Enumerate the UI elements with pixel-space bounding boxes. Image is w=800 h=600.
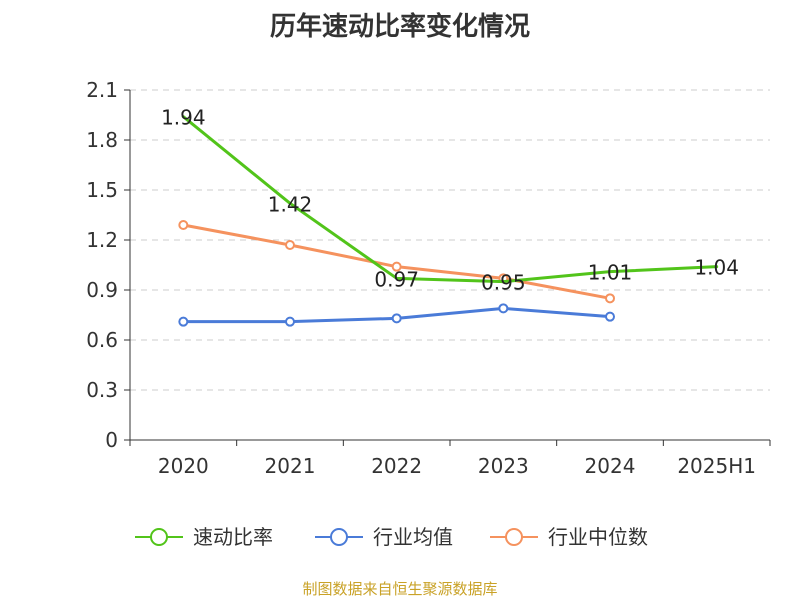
series-point	[605, 293, 615, 304]
x-tick-label: 2021	[265, 454, 316, 478]
series-point	[285, 240, 295, 250]
chart-title: 历年速动比率变化情况	[270, 11, 530, 42]
data-labels: 1.94 1.42 0.97 0.95 1.01 1.04	[161, 106, 739, 295]
y-tick-label: 1.5	[86, 178, 118, 202]
x-tick-label: 2024	[585, 454, 636, 478]
series-point	[178, 316, 189, 327]
data-label: 0.95	[481, 271, 526, 295]
grid	[130, 89, 770, 391]
data-label: 1.42	[268, 192, 313, 216]
data-label: 1.01	[588, 261, 633, 285]
series-point	[391, 261, 402, 272]
series-group	[178, 115, 719, 327]
y-tick-label: 0	[105, 428, 118, 452]
series-point	[391, 313, 402, 324]
x-tick-label: 2020	[158, 454, 209, 478]
x-tick-label: 2022	[371, 454, 422, 478]
y-tick-label: 0.3	[86, 378, 118, 402]
legend-item-label[interactable]: 行业均值	[373, 525, 453, 549]
y-tick-label: 2.1	[86, 78, 118, 102]
data-label: 1.94	[161, 106, 206, 130]
x-tick-label: 2023	[478, 454, 529, 478]
y-tick-label: 1.8	[86, 128, 118, 152]
data-label: 0.97	[374, 267, 419, 291]
series-line-0	[181, 115, 719, 284]
legend-marker	[330, 528, 348, 546]
legend-marker	[505, 528, 523, 546]
legend: 速动比率 行业均值 行业中位数	[135, 525, 648, 549]
y-tick-label: 0.6	[86, 328, 118, 352]
source-text: 制图数据来自恒生聚源数据库	[302, 580, 497, 598]
legend-item-label[interactable]: 速动比率	[193, 525, 273, 549]
series-point	[285, 316, 295, 327]
data-label: 1.04	[694, 256, 739, 280]
y-tick-label: 1.2	[86, 228, 118, 252]
series-point	[178, 220, 189, 230]
x-tick-label: 2025H1	[677, 454, 756, 478]
axes: 0 0.3 0.6 0.9 1.2 1.5 1.8 2.1 2020 2021 2022 2023 20…	[86, 78, 771, 478]
series-point	[498, 303, 509, 314]
legend-marker	[150, 528, 168, 546]
series-point	[605, 311, 615, 322]
legend-item-label[interactable]: 行业中位数	[548, 525, 648, 549]
y-tick-label: 0.9	[86, 278, 118, 302]
